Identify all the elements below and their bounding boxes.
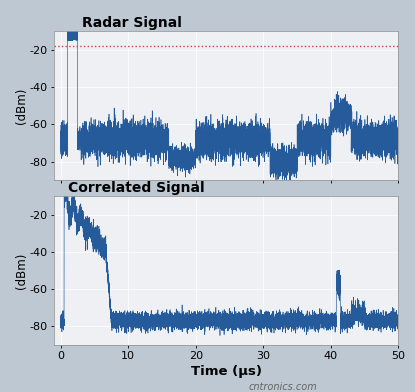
Text: Correlated Signal: Correlated Signal [68, 181, 204, 195]
Text: Radar Signal: Radar Signal [81, 16, 181, 30]
Text: cntronics.com: cntronics.com [249, 382, 318, 392]
Y-axis label: (dBm): (dBm) [15, 252, 28, 289]
Y-axis label: (dBm): (dBm) [15, 88, 28, 124]
X-axis label: Time (μs): Time (μs) [190, 365, 262, 378]
